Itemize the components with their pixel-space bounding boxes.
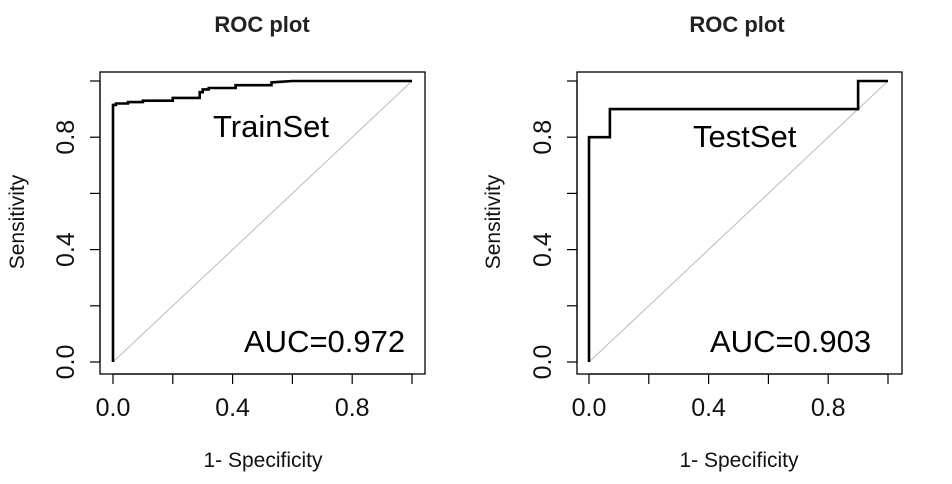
x-tick-label: 0.0 [572,394,607,422]
y-axis-label: Sensitivity [6,174,29,269]
x-axis-label: 1- Specificity [679,449,799,472]
roc-panel-train: ROC plot 0.0 0.4 0.8 0.0 0.4 0.8 1- Specific… [6,12,426,472]
panel-title: ROC plot [214,12,310,37]
x-tick-label: 0.0 [96,394,131,422]
x-axis: 0.0 0.4 0.8 [572,373,889,422]
x-tick-label: 0.8 [811,394,846,422]
diagonal-reference-line [112,80,413,363]
y-axis: 0.0 0.4 0.8 [529,80,578,380]
roc-curve [111,79,412,362]
y-tick-label: 0.4 [529,232,557,267]
auc-label: AUC=0.972 [244,324,405,359]
x-tick-label: 0.8 [335,394,370,422]
y-tick-label: 0.8 [529,120,557,155]
roc-panel-test: ROC plot 0.0 0.4 0.8 0.0 0.4 0.8 1- Specific… [482,12,903,472]
x-axis: 0.0 0.4 0.8 [96,373,413,422]
x-tick-label: 0.4 [215,394,250,422]
y-tick-label: 0.4 [52,232,80,267]
x-tick-label: 0.4 [691,394,726,422]
set-label: TrainSet [213,109,329,144]
y-axis-label: Sensitivity [482,174,505,269]
x-axis-label: 1- Specificity [203,449,323,472]
y-axis: 0.0 0.4 0.8 [52,80,101,380]
panel-title: ROC plot [689,12,785,37]
set-label: TestSet [693,119,797,154]
y-tick-label: 0.0 [529,345,557,380]
y-tick-label: 0.0 [52,345,80,380]
roc-curve [587,79,888,362]
diagonal-reference-line [588,80,889,363]
y-tick-label: 0.8 [52,120,80,155]
auc-label: AUC=0.903 [710,324,871,359]
